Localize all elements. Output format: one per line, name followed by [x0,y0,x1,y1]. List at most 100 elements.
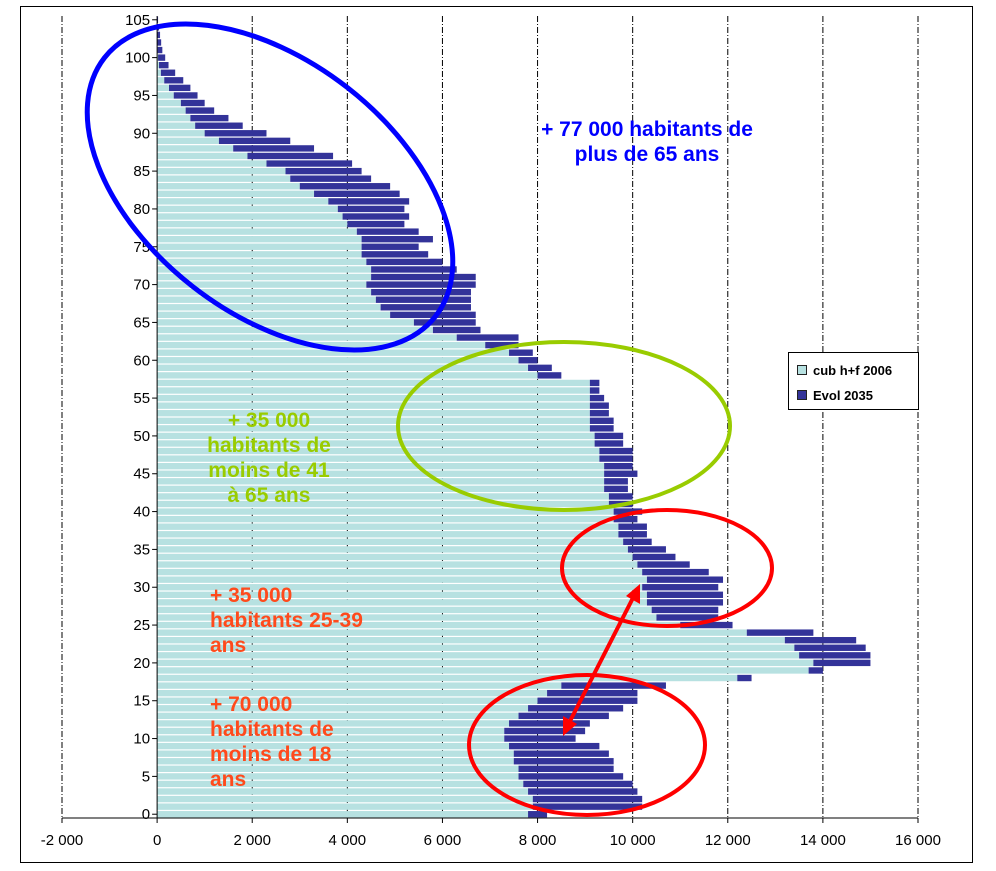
bar-evol-2035 [185,107,215,114]
bar-evol-2035 [504,727,586,735]
bar-evol-2035 [656,614,719,621]
y-tick-label: 35 [133,541,150,558]
bar-cub-2006 [157,682,562,689]
bar-cub-2006 [157,273,372,281]
bar-cub-2006 [157,190,315,197]
bar-cub-2006 [157,629,747,636]
bar-cub-2006 [157,432,595,440]
bar-cub-2006 [157,334,457,341]
bar-evol-2035 [613,508,643,515]
bar-cub-2006 [157,251,362,258]
bar-cub-2006 [157,137,219,145]
bar-evol-2035 [504,735,576,742]
bar-evol-2035 [509,742,600,750]
bar-cub-2006 [157,720,510,727]
bar-evol-2035 [299,183,391,190]
bar-evol-2035 [528,788,638,795]
bar-evol-2035 [218,137,291,145]
bar-cub-2006 [157,478,605,485]
ellipse-kids [467,673,707,817]
bar-evol-2035 [680,621,733,629]
y-tick-label: 95 [133,87,150,104]
bar-cub-2006 [157,394,590,402]
bar-evol-2035 [537,372,562,379]
bar-evol-2035 [589,402,609,409]
bar-evol-2035 [314,190,400,197]
bar-cub-2006 [157,811,529,818]
bar-evol-2035 [413,319,476,326]
annotation-over65-line2: plus de 65 ans [574,143,720,166]
y-tick-label: 55 [133,390,150,407]
annotation-kids-line3: moins de 18 [210,743,332,766]
bar-cub-2006 [157,77,165,84]
bar-evol-2035 [361,236,433,243]
bar-evol-2035 [380,304,471,311]
annotation-young-adults-line1: + 35 000 [210,584,293,607]
bar-cub-2006 [157,523,619,530]
bar-cub-2006 [157,84,169,92]
bar-evol-2035 [190,114,229,122]
bar-cub-2006 [157,357,519,364]
ellipse-over65 [84,21,456,353]
bar-evol-2035 [623,538,652,546]
x-tick-label: 2 000 [233,832,271,849]
bar-evol-2035 [456,334,519,341]
bar-cub-2006 [157,160,267,167]
bar-evol-2035 [618,523,647,530]
bar-cub-2006 [157,568,643,576]
x-tick-label: 4 000 [329,832,367,849]
bar-evol-2035 [746,629,814,636]
bar-evol-2035 [813,659,871,667]
bar-evol-2035 [642,584,719,591]
bar-cub-2006 [157,198,329,205]
bar-evol-2035 [608,493,633,500]
bar-evol-2035 [737,674,752,682]
annotation-mid-line3: moins de 41 [208,459,330,482]
legend-swatch-evol [797,390,807,400]
bar-evol-2035 [613,515,638,523]
bar-cub-2006 [157,425,590,432]
bar-evol-2035 [589,379,600,387]
bar-evol-2035 [651,606,719,614]
bar-cub-2006 [157,750,514,757]
bar-evol-2035 [561,682,666,689]
legend: cub h+f 2006 Evol 2035 [788,352,919,410]
bar-cub-2006 [157,349,510,356]
annotation-kids: + 70 000 habitants de moins de 18 ans [210,692,334,792]
x-tick-label: 12 000 [705,832,751,849]
bar-evol-2035 [233,145,315,152]
bar-cub-2006 [157,122,196,129]
x-tick-label: 14 000 [800,832,846,849]
y-tick-label: 90 [133,125,150,142]
bar-cub-2006 [157,621,681,629]
bar-cub-2006 [157,803,533,810]
ellipse-young-adults [560,508,774,628]
bar-cub-2006 [157,281,367,288]
bar-evol-2035 [164,77,184,84]
bar-cub-2006 [157,107,186,114]
annotation-kids-line4: ans [210,768,247,791]
bar-cub-2006 [157,61,160,69]
bar-cub-2006 [157,644,795,651]
bar-evol-2035 [180,99,205,107]
bar-cub-2006 [157,236,362,243]
bar-cub-2006 [157,705,529,712]
bars [157,16,871,818]
arrow-head-top [626,584,640,604]
bar-cub-2006 [157,765,519,773]
bar-evol-2035 [799,652,871,659]
bar-evol-2035 [604,462,633,470]
bar-cub-2006 [157,258,367,266]
bar-evol-2035 [518,357,538,364]
bar-evol-2035 [627,546,666,553]
bar-evol-2035 [509,720,590,727]
bar-cub-2006 [157,288,372,296]
bar-cub-2006 [157,410,590,417]
bar-evol-2035 [266,160,353,167]
bar-cub-2006 [157,243,362,250]
y-tick-label: 30 [133,579,150,596]
bar-cub-2006 [157,652,800,659]
annotation-kids-line2: habitants de [210,718,334,741]
bar-evol-2035 [618,531,647,538]
